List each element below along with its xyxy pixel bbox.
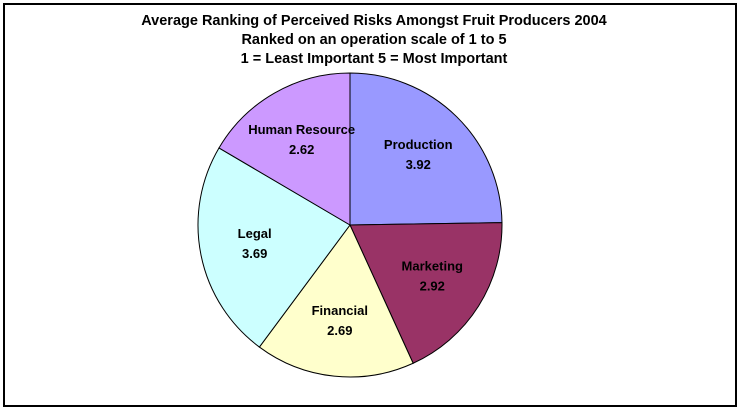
pie-slice (349, 222, 503, 364)
value-label: 3.69 (242, 246, 267, 261)
slice-label: Financial (312, 303, 368, 318)
pie-slice (197, 147, 351, 348)
value-label: 2.92 (420, 278, 445, 293)
value-label: 2.69 (327, 323, 352, 338)
value-label: 3.92 (406, 157, 431, 172)
slice-label: Human Resource (248, 122, 355, 137)
chart-subtitle: Ranked on an operation scale of 1 to 5 (241, 32, 506, 48)
slice-label: Marketing (402, 258, 463, 273)
pie-slice (258, 224, 414, 378)
value-label: 2.62 (289, 142, 314, 157)
slice-label: Production (384, 137, 453, 152)
pie-slice (218, 72, 351, 226)
pie-slice (349, 72, 503, 226)
chart-title: Average Ranking of Perceived Risks Among… (141, 13, 607, 29)
chart-subtitle: 1 = Least Important 5 = Most Important (241, 51, 508, 67)
slice-label: Legal (238, 226, 272, 241)
